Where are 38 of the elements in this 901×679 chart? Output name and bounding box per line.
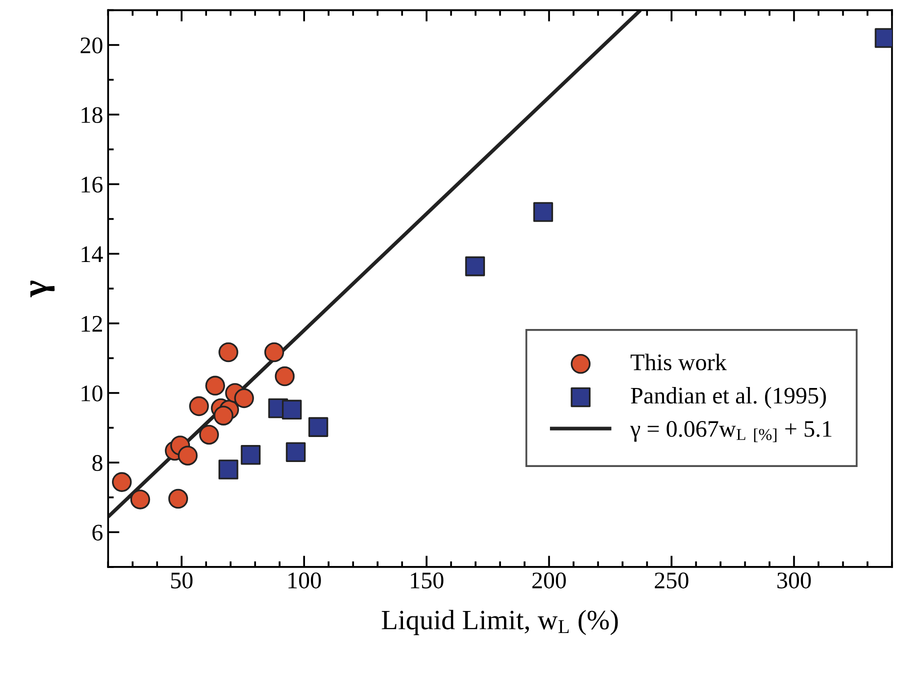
x-axis-title: Liquid Limit, w$_{L}$ (%) bbox=[382, 610, 618, 636]
y-tick-label: 14 bbox=[82, 246, 103, 262]
y-tick-label: 8 bbox=[92, 455, 102, 471]
x-tick-label: 100 bbox=[288, 572, 321, 588]
y-tick-label: 20 bbox=[80, 37, 102, 54]
x-tick-label: 150 bbox=[410, 572, 444, 588]
point bbox=[112, 472, 132, 492]
legend-label: Pandian et al. (1995) bbox=[630, 387, 826, 408]
x-tick-label: 200 bbox=[532, 572, 566, 588]
y-tick-label: 6 bbox=[92, 524, 103, 541]
point bbox=[130, 490, 150, 510]
point bbox=[282, 400, 302, 420]
point bbox=[274, 366, 295, 386]
point bbox=[264, 342, 284, 362]
y-tick-label: 18 bbox=[82, 107, 102, 124]
x-tick-label: 50 bbox=[171, 572, 193, 588]
point bbox=[205, 376, 226, 396]
y-axis-title: γ bbox=[30, 280, 55, 298]
y-tick-label: 16 bbox=[82, 176, 103, 193]
point bbox=[533, 202, 554, 222]
point bbox=[189, 396, 209, 416]
point bbox=[240, 445, 261, 465]
point bbox=[234, 388, 254, 408]
point bbox=[178, 446, 198, 466]
point bbox=[286, 442, 306, 462]
legend-label: γ = 0.067w$_{L [%]}$ + 5.1 bbox=[630, 420, 832, 442]
y-tick-label: 10 bbox=[82, 385, 102, 402]
point bbox=[308, 417, 328, 437]
point bbox=[168, 488, 188, 509]
point bbox=[218, 342, 238, 362]
point bbox=[465, 256, 485, 276]
legend-label: This work bbox=[630, 354, 727, 370]
x-tick-label: 250 bbox=[654, 572, 688, 588]
x-tick-label: 300 bbox=[777, 572, 811, 588]
y-tick-label: 12 bbox=[82, 316, 102, 332]
point bbox=[199, 424, 219, 445]
point bbox=[214, 406, 234, 426]
point bbox=[218, 460, 238, 480]
